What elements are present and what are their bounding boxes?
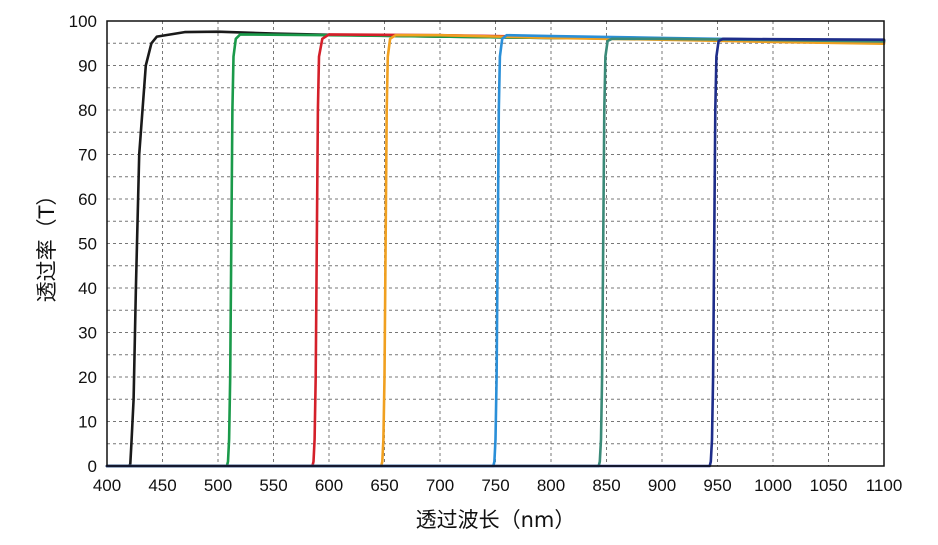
- x-tick-label: 1100: [866, 476, 903, 495]
- x-tick-label: 1000: [754, 476, 792, 495]
- x-tick-label: 1050: [810, 476, 848, 495]
- x-tick-label: 450: [148, 476, 176, 495]
- x-tick-label: 650: [370, 476, 398, 495]
- x-tick-label: 950: [703, 476, 731, 495]
- series-line: [105, 37, 886, 468]
- y-axis-label: 透过率（T）: [35, 185, 59, 303]
- x-tick-label: 400: [93, 476, 121, 495]
- x-tick-label: 550: [259, 476, 287, 495]
- y-tick-label: 10: [78, 413, 97, 432]
- y-tick-label: 50: [78, 235, 97, 254]
- x-tick-label: 850: [592, 476, 620, 495]
- x-axis-label: 透过波长（nm）: [416, 508, 576, 532]
- x-tick-label: 500: [204, 476, 232, 495]
- y-tick-label: 70: [78, 146, 97, 165]
- y-tick-label: 20: [78, 368, 97, 387]
- y-tick-label: 90: [78, 57, 97, 76]
- series-lines: [105, 30, 886, 468]
- x-tick-label: 600: [315, 476, 343, 495]
- y-tick-label: 0: [88, 457, 97, 476]
- y-tick-label: 40: [78, 279, 97, 298]
- y-tick-label: 80: [78, 101, 97, 120]
- x-tick-label: 700: [426, 476, 454, 495]
- y-tick-labels: 0 10 20 30 40 50 60 70 80 90 100: [69, 12, 97, 476]
- y-tick-label: 100: [69, 12, 97, 31]
- series-line: [105, 37, 886, 468]
- x-tick-label: 900: [648, 476, 676, 495]
- y-tick-label: 30: [78, 324, 97, 343]
- y-tick-label: 60: [78, 190, 97, 209]
- x-tick-labels: 400 450 500 550 600 650 700 750 800 850 900 950 1000…: [93, 476, 902, 495]
- x-tick-label: 750: [481, 476, 509, 495]
- x-tick-label: 800: [537, 476, 565, 495]
- plot-frame: [106, 20, 885, 467]
